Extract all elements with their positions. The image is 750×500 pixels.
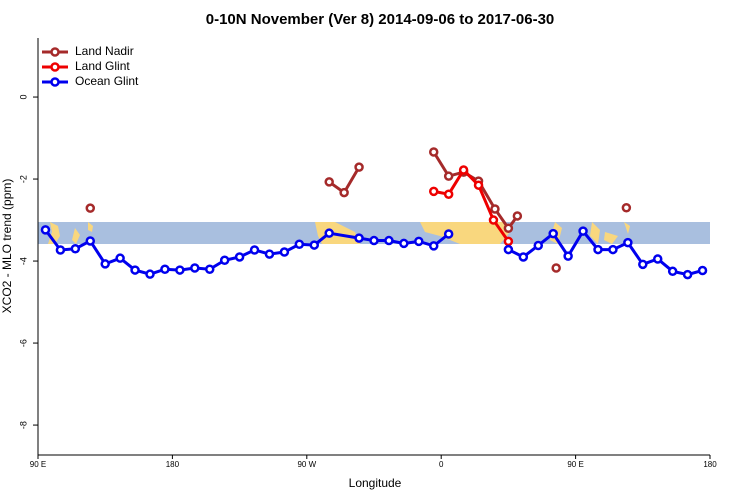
ocean-band	[38, 222, 710, 244]
point	[70, 244, 81, 254]
y-tick-label: -2	[18, 175, 28, 183]
point	[458, 165, 469, 175]
y-tick-label: -4	[18, 257, 28, 265]
land	[590, 222, 600, 244]
land	[72, 228, 80, 244]
point	[279, 247, 290, 257]
point	[551, 263, 561, 273]
point	[145, 269, 155, 279]
point	[428, 186, 439, 197]
point	[490, 204, 500, 214]
point	[399, 238, 409, 249]
point	[428, 147, 439, 157]
point	[682, 269, 693, 280]
point	[667, 266, 678, 277]
point	[697, 265, 708, 276]
point	[578, 226, 588, 236]
y-tick-label: 0	[18, 95, 28, 100]
point	[548, 228, 558, 239]
y-tick-label: -6	[18, 339, 28, 347]
land	[604, 232, 618, 244]
point	[428, 241, 439, 251]
point	[85, 203, 96, 213]
point	[443, 189, 454, 199]
point	[234, 252, 245, 262]
point	[249, 245, 260, 255]
point	[40, 225, 51, 235]
point	[414, 236, 424, 247]
legend-label: Land Nadir	[75, 44, 134, 58]
legend-marker	[50, 62, 60, 72]
point	[115, 253, 125, 263]
x-tick-label: 90 E	[30, 460, 46, 469]
x-tick-label: 90 W	[297, 460, 316, 469]
legend-marker	[50, 47, 60, 57]
x-tick-label: 180	[703, 460, 717, 469]
y-axis-label: XCO2 - MLO trend (ppm)	[0, 179, 14, 314]
point	[488, 215, 499, 225]
point	[190, 263, 200, 273]
point	[503, 223, 514, 234]
point	[563, 251, 573, 261]
point	[309, 240, 320, 250]
point	[294, 239, 305, 249]
point	[503, 236, 514, 247]
point	[518, 252, 529, 262]
point	[175, 265, 185, 275]
point	[100, 259, 110, 269]
point	[512, 211, 523, 221]
land	[420, 222, 510, 244]
x-tick-label: 180	[166, 460, 180, 469]
point	[533, 240, 544, 251]
x-tick-label: 90 E	[567, 460, 583, 469]
point	[443, 229, 454, 239]
x-tick-label: 0	[439, 460, 444, 469]
point	[354, 233, 364, 243]
point	[130, 265, 140, 275]
legend-marker	[50, 77, 60, 87]
point	[85, 236, 96, 246]
point	[638, 259, 648, 270]
point	[384, 235, 394, 246]
point	[623, 237, 633, 248]
chart-title: 0-10N November (Ver 8) 2014-09-06 to 201…	[206, 11, 555, 28]
point	[204, 264, 215, 275]
point	[160, 264, 170, 275]
point	[443, 171, 454, 181]
point	[473, 180, 484, 190]
point	[354, 162, 364, 172]
land	[315, 222, 360, 244]
point	[621, 203, 632, 213]
x-axis-label: Longitude	[349, 476, 402, 490]
point	[369, 235, 379, 246]
point	[324, 228, 334, 238]
point	[339, 187, 349, 198]
point	[324, 177, 334, 187]
point	[608, 244, 618, 255]
point	[219, 255, 230, 265]
point	[55, 245, 66, 255]
land	[88, 222, 93, 232]
point	[593, 244, 603, 255]
legend-label: Land Glint	[75, 59, 130, 73]
point	[264, 249, 275, 259]
point	[652, 254, 663, 264]
legend-label: Ocean Glint	[75, 74, 139, 88]
land	[624, 222, 630, 234]
point	[503, 244, 514, 255]
y-tick-label: -8	[18, 421, 28, 429]
